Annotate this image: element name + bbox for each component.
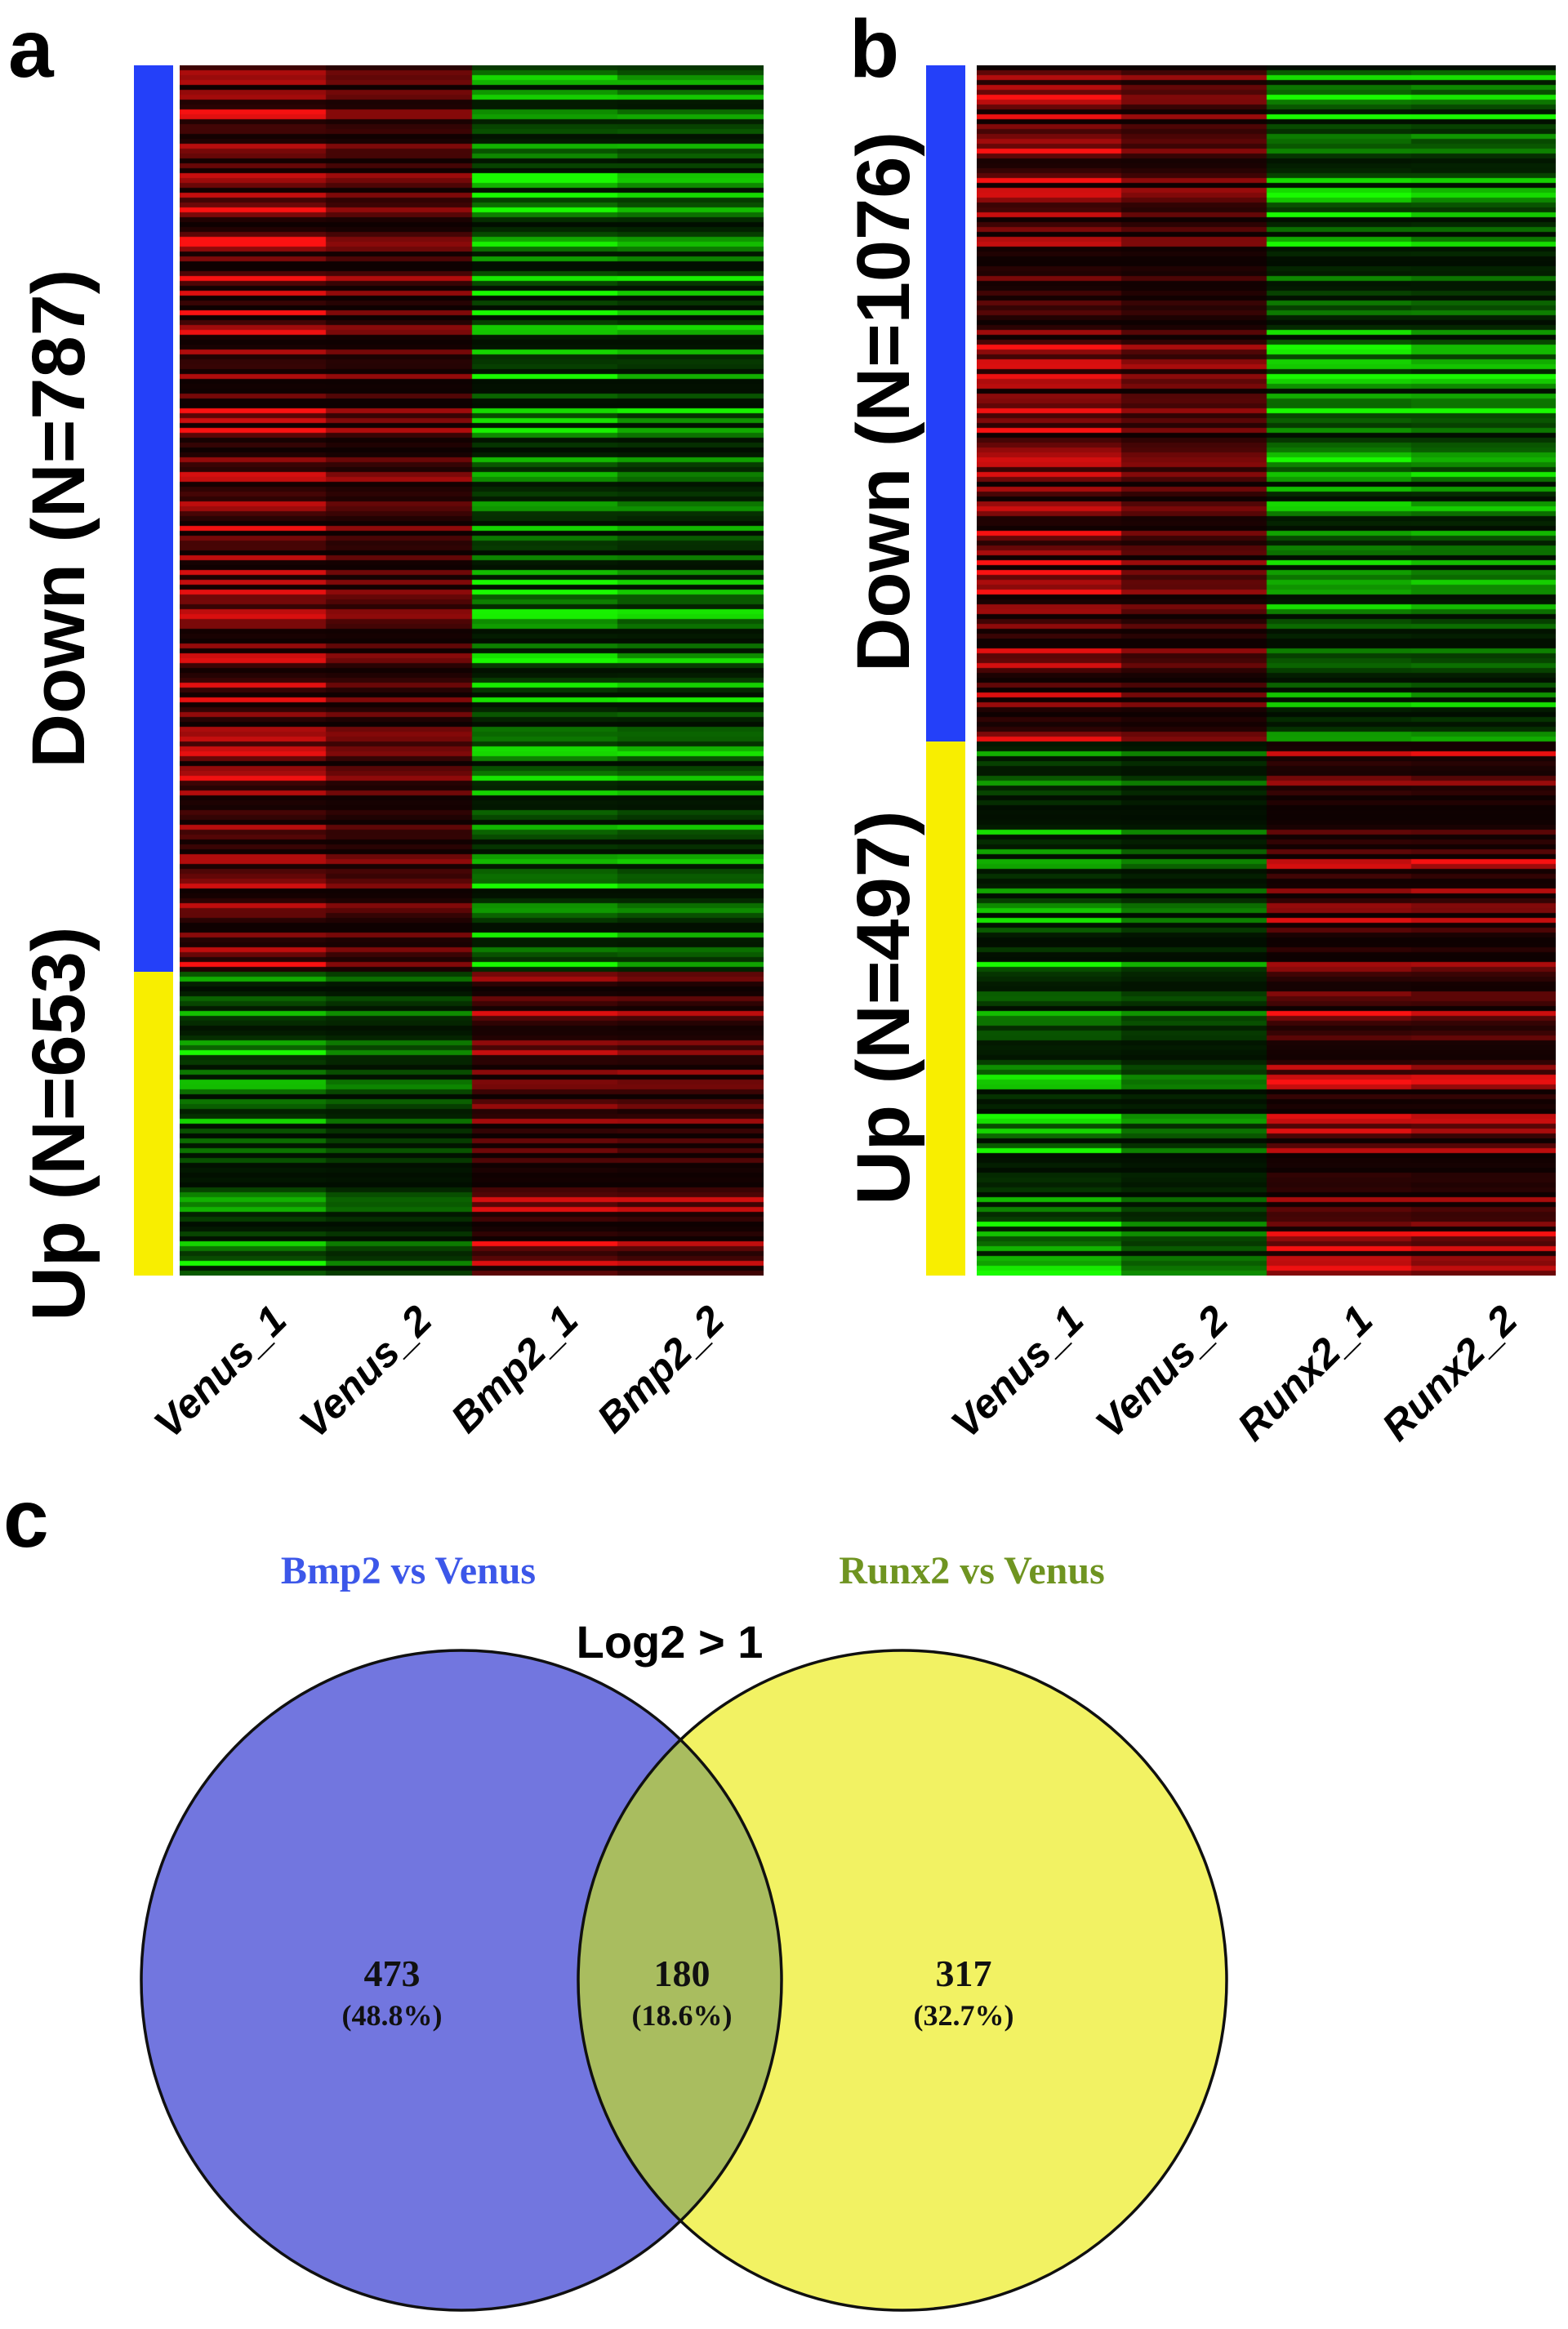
heatmap-b-canvas <box>977 65 1556 1276</box>
venn-diagram: 473 (48.8%) 180 (18.6%) 317 (32.7%) <box>140 1649 1228 2312</box>
venn-right-percent: (32.7%) <box>914 1999 1014 2032</box>
panel-b-up-group-label: Up (N=497) <box>842 810 925 1205</box>
panel-a-letter: a <box>8 3 54 95</box>
venn-overlap-percent: (18.6%) <box>632 1999 733 2032</box>
panel-b-col-label-venus-1: Venus_1 <box>942 1296 1093 1447</box>
panel-c-letter: c <box>3 1473 49 1565</box>
venn-right-set-label: Runx2 vs Venus <box>839 1549 1105 1592</box>
venn-left-count: 473 <box>364 1953 421 1994</box>
panel-a-col-label-bmp2-2: Bmp2_2 <box>588 1296 733 1442</box>
panel-a-down-sidebar-bar <box>134 65 173 972</box>
panel-b-col-label-venus-2: Venus_2 <box>1086 1296 1237 1447</box>
panel-b-up-sidebar-bar <box>926 741 965 1276</box>
panel-a-col-label-venus-1: Venus_1 <box>145 1296 296 1447</box>
panel-b-col-label-runx2-2: Runx2_2 <box>1373 1296 1526 1450</box>
venn-overlap-count: 180 <box>654 1953 710 1994</box>
panel-b-letter: b <box>849 3 900 95</box>
venn-left-set-label: Bmp2 vs Venus <box>280 1549 537 1592</box>
panel-a-col-label-bmp2-1: Bmp2_1 <box>442 1296 587 1442</box>
venn-threshold-title: Log2 > 1 <box>576 1616 764 1668</box>
panel-a-col-label-venus-2: Venus_2 <box>290 1296 441 1447</box>
venn-right-circle-outline <box>577 1649 1228 2312</box>
panel-b-col-label-runx2-1: Runx2_1 <box>1228 1296 1382 1450</box>
venn-left-percent: (48.8%) <box>342 1999 443 2032</box>
panel-a-up-group-label: Up (N=653) <box>17 926 100 1321</box>
panel-b-down-sidebar-bar <box>926 65 965 741</box>
venn-right-count: 317 <box>936 1953 992 1994</box>
heatmap-a-canvas <box>180 65 764 1276</box>
panel-a-up-sidebar-bar <box>134 972 173 1276</box>
venn-left-circle-outline <box>140 1649 783 2312</box>
